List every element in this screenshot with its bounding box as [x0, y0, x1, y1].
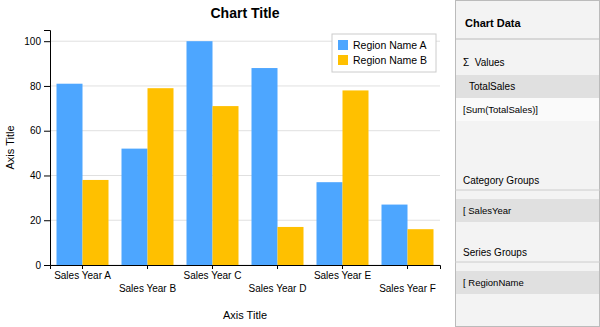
panel-text: [Sum(TotalSales)]	[463, 104, 538, 115]
legend-box	[332, 34, 436, 72]
legend-label: Region Name B	[353, 54, 427, 66]
x-tick-mark	[212, 265, 213, 269]
y-tick: 80	[30, 81, 50, 92]
bar	[148, 88, 174, 265]
chart-svg: 020406080100Sales Year ASales Year BSale…	[0, 0, 600, 327]
y-axis-title: Axis Title	[4, 125, 16, 169]
panel-row	[456, 199, 599, 222]
y-tick: 0	[35, 260, 50, 271]
x-axis-line	[51, 266, 441, 270]
panel-row	[456, 98, 599, 121]
bar	[382, 205, 408, 265]
x-tick-label: Sales Year F	[379, 283, 436, 294]
bar	[317, 182, 343, 265]
plot-area: 020406080100Sales Year ASales Year BSale…	[24, 31, 440, 294]
bar	[213, 106, 239, 265]
y-tick-mark	[44, 41, 50, 42]
grid-line	[50, 85, 440, 86]
x-tick-mark	[147, 265, 148, 269]
bars	[57, 41, 434, 265]
y-axis: 0 20 40 60 80 100	[24, 31, 50, 271]
x-tick-mark	[277, 265, 278, 269]
bar	[57, 84, 83, 265]
legend: Region Name A Region Name B	[332, 34, 436, 72]
y-tick-label: 100	[24, 36, 41, 47]
x-tick: Sales Year B	[119, 265, 177, 294]
grid-line	[50, 130, 440, 131]
grid	[50, 41, 440, 265]
x-axis: Sales Year A Sales Year B Sales Year C Sale…	[51, 265, 441, 294]
panel-text: Σ Values	[463, 57, 505, 68]
y-tick-mark	[44, 131, 50, 132]
x-tick-mark	[407, 265, 408, 269]
panel-text: Category Groups	[463, 175, 539, 186]
panel-background	[456, 1, 600, 327]
y-tick-label: 80	[30, 81, 42, 92]
x-tick-label: Sales Year D	[249, 283, 307, 294]
x-tick-label: Sales Year B	[119, 283, 177, 294]
panel-row	[456, 75, 599, 98]
bar	[122, 149, 148, 265]
panel-text: [ RegionName	[463, 277, 524, 288]
bar	[343, 90, 369, 265]
panel-row	[456, 271, 599, 294]
x-tick-mark	[342, 265, 343, 269]
panel-divider	[455, 39, 600, 40]
legend-item: Region Name B	[338, 54, 427, 66]
title: Chart Title	[211, 5, 280, 21]
panel-text: Chart Data	[465, 17, 522, 29]
y-tick-label: 0	[35, 260, 41, 271]
x-tick: Sales Year F	[379, 265, 436, 294]
y-tick-label: 20	[30, 215, 42, 226]
panel-divider	[455, 190, 600, 191]
x-tick-mark	[82, 265, 83, 269]
y-tick-mark	[44, 220, 50, 221]
y-tick-label: 60	[30, 125, 42, 136]
y-tick-mark	[44, 86, 50, 87]
y-tick: 20	[30, 215, 50, 226]
panel-divider	[455, 262, 600, 263]
panel-text: Series Groups	[463, 247, 527, 258]
bar	[83, 180, 109, 265]
y-axis-line	[44, 31, 51, 266]
x-tick: Sales Year C	[184, 265, 242, 281]
y-tick: 100	[24, 36, 50, 47]
y-tick: 60	[30, 125, 50, 136]
x-axis-title: Axis Title	[223, 309, 267, 321]
y-tick-mark	[44, 175, 50, 176]
legend-item: Region Name A	[338, 39, 427, 51]
side-panel: Chart Data Σ Values TotalSales [Sum(TotalSa…	[455, 1, 600, 327]
bar	[278, 227, 304, 265]
x-tick: Sales Year E	[314, 265, 372, 281]
y-tick-mark	[44, 265, 50, 266]
x-tick: Sales Year A	[54, 265, 111, 281]
y-tick-label: 40	[30, 170, 42, 181]
legend-swatch	[338, 40, 348, 50]
legend-swatch	[338, 55, 348, 65]
x-tick-label: Sales Year C	[184, 270, 242, 281]
x-tick: Sales Year D	[249, 265, 307, 294]
bar	[408, 229, 434, 265]
panel-text: [ SalesYear	[463, 205, 511, 216]
bar	[187, 41, 213, 265]
x-tick-label: Sales Year A	[54, 270, 111, 281]
x-tick-label: Sales Year E	[314, 270, 372, 281]
grid-line	[50, 175, 440, 176]
panel-text: TotalSales	[469, 81, 515, 92]
y-tick: 40	[30, 170, 50, 181]
legend-label: Region Name A	[353, 39, 427, 51]
bar	[252, 68, 278, 265]
